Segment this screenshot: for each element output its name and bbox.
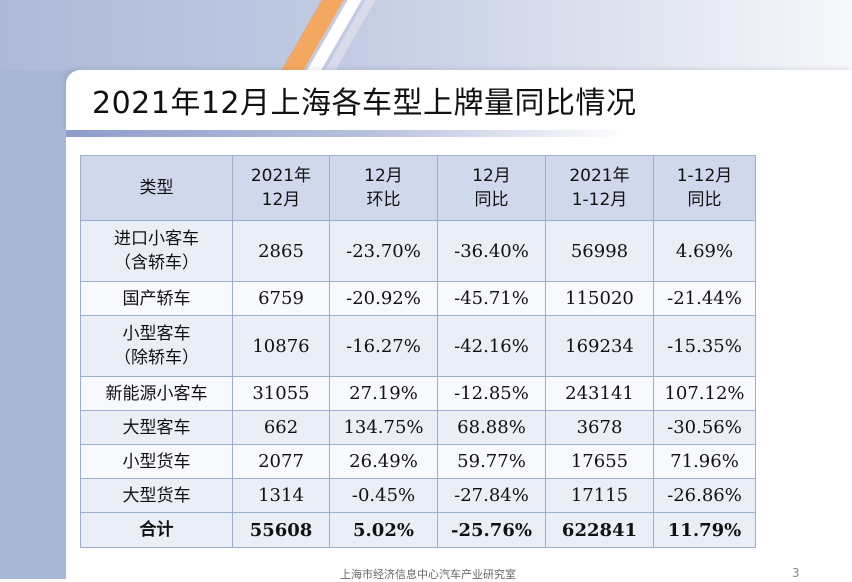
cell-yoy-ytd: -30.56% (653, 410, 756, 445)
cell-mom: -16.27% (329, 315, 438, 377)
cell-ytd-2021: 622841 (545, 512, 654, 548)
table-row: 大型客车 662 134.75% 68.88% 3678 -30.56% (80, 410, 756, 445)
row-type: 合计 (80, 512, 233, 548)
cell-mom: 134.75% (329, 410, 438, 445)
cell-yoy-dec: -12.85% (437, 376, 546, 411)
cell-yoy-ytd: 107.12% (653, 376, 756, 411)
cell-dec-2021: 662 (232, 410, 330, 445)
cell-yoy-dec: -42.16% (437, 315, 546, 377)
table-row: 新能源小客车 31055 27.19% -12.85% 243141 107.1… (80, 376, 756, 411)
cell-mom: -23.70% (329, 220, 438, 282)
cell-ytd-2021: 115020 (545, 281, 654, 316)
row-type: 小型货车 (80, 444, 233, 479)
cell-yoy-dec: -36.40% (437, 220, 546, 282)
page-number: 3 (792, 566, 800, 580)
cell-yoy-ytd: -21.44% (653, 281, 756, 316)
cell-mom: -20.92% (329, 281, 438, 316)
footer-source: 上海市经济信息中心汽车产业研究室 (340, 568, 516, 581)
table-total-row: 合计 55608 5.02% -25.76% 622841 11.79% (80, 512, 756, 548)
cell-dec-2021: 2077 (232, 444, 330, 479)
table-row: 进口小客车 （含轿车） 2865 -23.70% -36.40% 56998 4.… (80, 220, 756, 282)
cell-yoy-ytd: 4.69% (653, 220, 756, 282)
header-dec-mom: 12月 环比 (329, 155, 438, 221)
cell-mom: 5.02% (329, 512, 438, 548)
cell-ytd-2021: 3678 (545, 410, 654, 445)
row-type: 进口小客车 （含轿车） (80, 220, 233, 282)
cell-dec-2021: 2865 (232, 220, 330, 282)
cell-dec-2021: 55608 (232, 512, 330, 548)
cell-ytd-2021: 17655 (545, 444, 654, 479)
cell-dec-2021: 1314 (232, 478, 330, 513)
cell-ytd-2021: 17115 (545, 478, 654, 513)
cell-dec-2021: 31055 (232, 376, 330, 411)
header-dec-yoy: 12月 同比 (437, 155, 546, 221)
header-dec-2021: 2021年 12月 (232, 155, 330, 221)
cell-yoy-ytd: -26.86% (653, 478, 756, 513)
cell-yoy-ytd: 11.79% (653, 512, 756, 548)
table-row: 国产轿车 6759 -20.92% -45.71% 115020 -21.44% (80, 281, 756, 316)
row-type: 大型货车 (80, 478, 233, 513)
cell-yoy-dec: -25.76% (437, 512, 546, 548)
header-type: 类型 (80, 155, 233, 221)
cell-ytd-2021: 243141 (545, 376, 654, 411)
cell-mom: 27.19% (329, 376, 438, 411)
row-type: 国产轿车 (80, 281, 233, 316)
row-type: 新能源小客车 (80, 376, 233, 411)
left-background-band (0, 0, 78, 579)
header-ytd-2021: 2021年 1-12月 (545, 155, 654, 221)
cell-ytd-2021: 169234 (545, 315, 654, 377)
registration-table: 类型 2021年 12月 12月 环比 12月 同比 2021年 1-12月 1-12月… (80, 155, 756, 548)
cell-yoy-dec: 68.88% (437, 410, 546, 445)
slide-title: 2021年12月上海各车型上牌量同比情况 (92, 86, 637, 121)
cell-mom: -0.45% (329, 478, 438, 513)
table-row: 小型客车 （除轿车） 10876 -16.27% -42.16% 169234 -… (80, 315, 756, 377)
cell-yoy-dec: -27.84% (437, 478, 546, 513)
title-underline (66, 130, 626, 137)
table-row: 小型货车 2077 26.49% 59.77% 17655 71.96% (80, 444, 756, 479)
table-header-row: 类型 2021年 12月 12月 环比 12月 同比 2021年 1-12月 1-12月… (80, 155, 756, 221)
cell-ytd-2021: 56998 (545, 220, 654, 282)
cell-dec-2021: 6759 (232, 281, 330, 316)
row-type: 小型客车 （除轿车） (80, 315, 233, 377)
cell-yoy-dec: -45.71% (437, 281, 546, 316)
header-ytd-yoy: 1-12月 同比 (653, 155, 756, 221)
cell-yoy-ytd: 71.96% (653, 444, 756, 479)
row-type: 大型客车 (80, 410, 233, 445)
cell-yoy-dec: 59.77% (437, 444, 546, 479)
cell-dec-2021: 10876 (232, 315, 330, 377)
table-row: 大型货车 1314 -0.45% -27.84% 17115 -26.86% (80, 478, 756, 513)
cell-mom: 26.49% (329, 444, 438, 479)
title-panel (66, 70, 852, 130)
top-background-band (0, 0, 852, 70)
cell-yoy-ytd: -15.35% (653, 315, 756, 377)
